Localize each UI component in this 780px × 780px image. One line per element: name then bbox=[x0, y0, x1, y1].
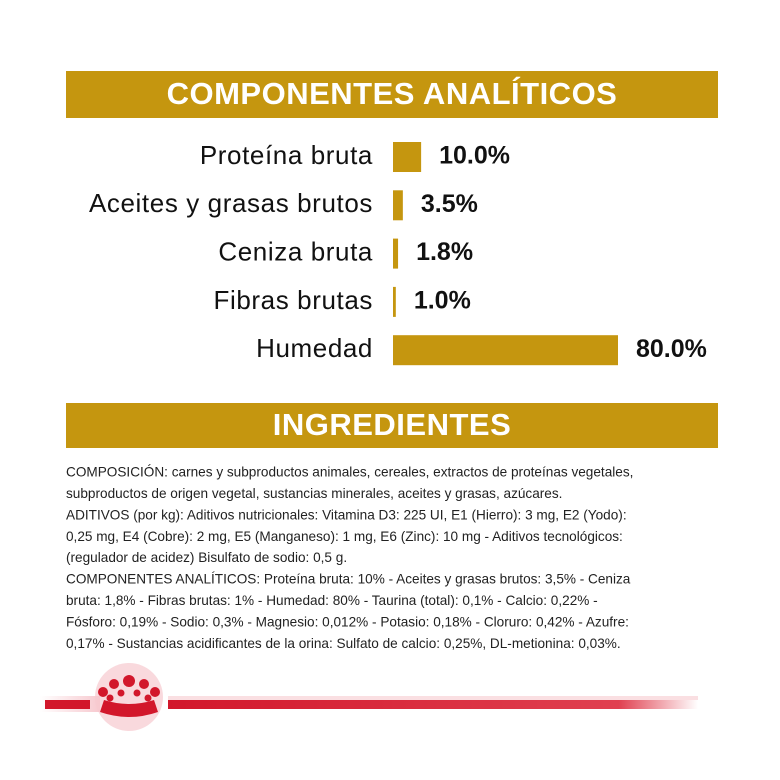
category-label: Humedad bbox=[256, 333, 373, 363]
category-label: Fibras brutas bbox=[213, 285, 373, 315]
category-label: Proteína bruta bbox=[200, 140, 373, 170]
bar bbox=[393, 142, 422, 172]
logo-crown bbox=[100, 700, 158, 717]
logo-crown-dots bbox=[98, 675, 160, 702]
ingredient-line: (regulador de acidez) Bisulfato de sodio… bbox=[66, 550, 347, 565]
ingredient-line: COMPONENTES ANALÍTICOS: Proteína bruta: … bbox=[66, 572, 631, 587]
ingredient-line: ADITIVOS (por kg): Aditivos nutricionale… bbox=[66, 507, 627, 522]
ingredient-line: 0,25 mg, E4 (Cobre): 2 mg, E5 (Manganeso… bbox=[66, 529, 623, 544]
value-label: 1.8% bbox=[416, 238, 473, 266]
ingredient-line: COMPOSICIÓN: carnes y subproductos anima… bbox=[66, 465, 633, 480]
ingredient-line: bruta: 1,8% - Fibras brutas: 1% - Humeda… bbox=[66, 593, 598, 608]
value-label: 10.0% bbox=[439, 142, 510, 170]
category-label: Ceniza bruta bbox=[218, 236, 373, 266]
bar-chart: Proteína bruta 10.0% Aceites y grasas brut… bbox=[89, 140, 707, 366]
section-title: COMPONENTES ANALÍTICOS bbox=[167, 76, 618, 111]
ingredient-line: 0,17% - Sustancias acidificantes de la o… bbox=[66, 636, 621, 651]
ingredients-text: COMPOSICIÓN: carnes y subproductos anima… bbox=[66, 465, 633, 651]
section-title: INGREDIENTES bbox=[273, 407, 512, 442]
logo-background bbox=[95, 663, 163, 731]
footer-band bbox=[45, 700, 90, 709]
section-header bbox=[66, 403, 718, 448]
category-label: Aceites y grasas brutos bbox=[89, 188, 373, 218]
section-header bbox=[66, 71, 718, 118]
bar bbox=[393, 286, 396, 317]
bar bbox=[393, 335, 618, 366]
value-label: 80.0% bbox=[636, 335, 707, 363]
value-label: 1.0% bbox=[414, 287, 471, 315]
bar bbox=[393, 190, 403, 221]
ingredient-line: subproductos de origen vegetal, sustanci… bbox=[66, 486, 562, 501]
ingredient-line: Fósforo: 0,19% - Sodio: 0,3% - Magnesio:… bbox=[66, 614, 629, 629]
brand-footer bbox=[40, 663, 698, 731]
footer-band bbox=[168, 696, 698, 700]
value-label: 3.5% bbox=[421, 190, 478, 218]
footer-band bbox=[168, 700, 698, 709]
bar bbox=[393, 238, 399, 269]
